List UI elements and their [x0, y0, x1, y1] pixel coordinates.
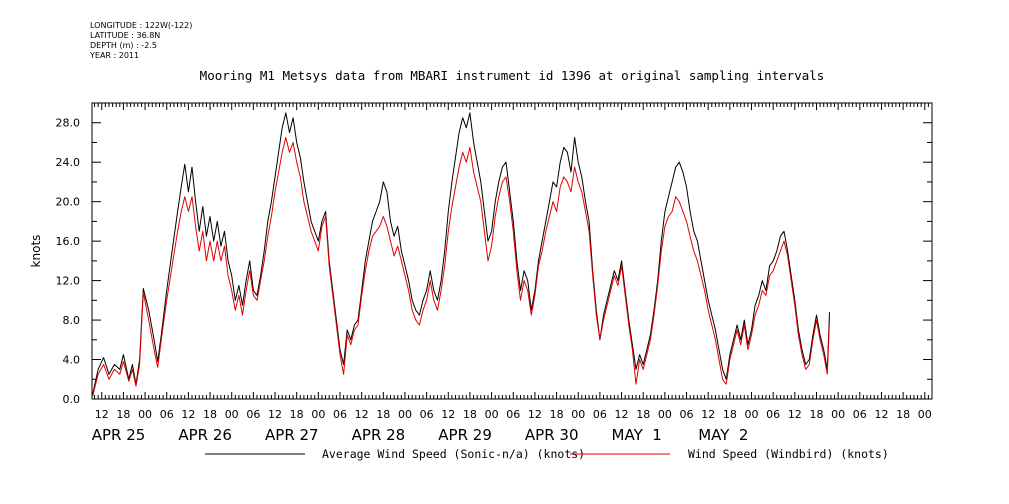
y-tick-label: 16.0	[56, 235, 81, 248]
x-tick-label: 00	[658, 408, 672, 421]
x-tick-label: 18	[376, 408, 390, 421]
x-tick-label: 06	[246, 408, 260, 421]
x-tick-label: 06	[766, 408, 780, 421]
metadata-block: LONGITUDE : 122W(-122) LATITUDE : 36.8N …	[90, 21, 192, 61]
date-label: APR 29	[438, 426, 492, 444]
y-axis: 0.0 4.0 8.0 12.0 16.0 20.0 24.0 28.0	[56, 102, 932, 406]
x-tick-label: 00	[485, 408, 499, 421]
y-axis-label: knots	[29, 235, 43, 268]
depth-text: DEPTH (m) : -2.5	[90, 41, 157, 50]
x-tick-label: 18	[290, 408, 304, 421]
date-label: APR 28	[352, 426, 406, 444]
series-layer	[92, 112, 830, 397]
date-label: APR 30	[525, 426, 579, 444]
legend: Average Wind Speed (Sonic-n/a) (knots) W…	[205, 447, 889, 461]
x-tick-label: 06	[160, 408, 174, 421]
x-tick-label: 12	[95, 408, 109, 421]
x-tick-label: 06	[853, 408, 867, 421]
x-tick-label: 06	[420, 408, 434, 421]
series-line-windbird	[92, 137, 830, 397]
x-tick-label: 12	[181, 408, 195, 421]
x-tick-label: 00	[831, 408, 845, 421]
date-label: MAY 2	[698, 426, 748, 444]
x-tick-label: 00	[138, 408, 152, 421]
date-label: APR 26	[178, 426, 232, 444]
legend-label-windbird: Wind Speed (Windbird) (knots)	[688, 447, 889, 461]
x-tick-label: 18	[723, 408, 737, 421]
y-tick-label: 0.0	[63, 393, 81, 406]
y-tick-label: 8.0	[63, 314, 81, 327]
date-label: MAY 1	[612, 426, 662, 444]
latitude-text: LATITUDE : 36.8N	[90, 31, 161, 40]
plot-frame	[91, 102, 933, 400]
x-tick-label: 00	[745, 408, 759, 421]
series-line-average-wind-speed	[92, 112, 830, 395]
x-tick-label: 18	[116, 408, 130, 421]
x-tick-label: 12	[615, 408, 629, 421]
x-tick-label: 06	[680, 408, 694, 421]
x-tick-label: 18	[550, 408, 564, 421]
x-tick-label: 12	[268, 408, 282, 421]
x-tick-label: 12	[788, 408, 802, 421]
y-tick-label: 24.0	[56, 156, 81, 169]
x-tick-label: 12	[874, 408, 888, 421]
x-tick-label: 18	[896, 408, 910, 421]
x-tick-label: 12	[701, 408, 715, 421]
x-tick-label: 18	[636, 408, 650, 421]
year-text: YEAR : 2011	[90, 51, 140, 60]
x-tick-label: 12	[528, 408, 542, 421]
x-tick-label: 00	[918, 408, 932, 421]
date-label: APR 25	[92, 426, 146, 444]
x-tick-label: 00	[311, 408, 325, 421]
x-tick-label: 00	[571, 408, 585, 421]
x-tick-label: 06	[506, 408, 520, 421]
x-tick-label: 00	[225, 408, 239, 421]
y-tick-label: 20.0	[56, 196, 81, 209]
y-tick-label: 4.0	[63, 354, 81, 367]
x-tick-label: 18	[463, 408, 477, 421]
date-label: APR 27	[265, 426, 319, 444]
chart-title: Mooring M1 Metsys data from MBARI instru…	[200, 68, 825, 83]
x-tick-label: 18	[203, 408, 217, 421]
x-tick-label: 06	[593, 408, 607, 421]
x-tick-label: 12	[355, 408, 369, 421]
y-tick-label: 28.0	[56, 117, 81, 130]
x-axis: 12 18 00 06 12 18 00 06 12 18 00 06 12 18 00 06 12 18 00 06…	[92, 103, 933, 444]
x-tick-label: 18	[809, 408, 823, 421]
longitude-text: LONGITUDE : 122W(-122)	[90, 21, 193, 30]
legend-label-average: Average Wind Speed (Sonic-n/a) (knots)	[322, 447, 585, 461]
y-tick-label: 12.0	[56, 275, 81, 288]
x-tick-label: 12	[441, 408, 455, 421]
x-tick-label: 06	[333, 408, 347, 421]
x-tick-label: 00	[398, 408, 412, 421]
